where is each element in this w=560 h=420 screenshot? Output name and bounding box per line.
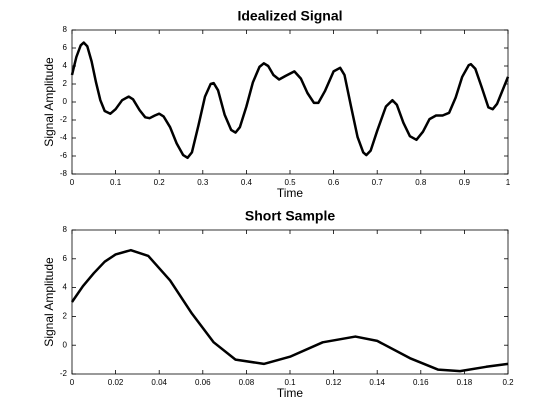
x-tick-label: 0.7: [372, 178, 384, 187]
x-tick-label: 0: [70, 178, 75, 187]
x-tick-label: 0.16: [413, 378, 429, 387]
y-tick-label: -4: [60, 133, 68, 142]
y-tick-label: -6: [60, 151, 68, 160]
x-tick-label: 0.9: [459, 178, 471, 187]
signal-line: [70, 41, 510, 160]
axes-box: [71, 29, 509, 175]
x-tick-label: 0.04: [151, 378, 167, 387]
signal-line: [70, 248, 509, 373]
x-tick-label: 0.6: [328, 178, 340, 187]
y-axis-label: Signal Amplitude: [42, 57, 56, 147]
y-tick-label: 0: [63, 97, 68, 106]
x-tick-label: 0.5: [284, 178, 296, 187]
chart-title: Idealized Signal: [237, 8, 342, 24]
x-tick-label: 0.1: [110, 178, 122, 187]
y-tick-label: -8: [60, 169, 68, 178]
x-tick-label: 0.02: [108, 378, 124, 387]
x-tick-label: 1: [506, 178, 511, 187]
y-tick-label: 2: [63, 312, 68, 321]
x-axis-label: Time: [277, 386, 304, 400]
x-tick-label: 0.12: [326, 378, 342, 387]
y-tick-label: 4: [63, 61, 68, 70]
x-tick-label: 0.08: [239, 378, 255, 387]
y-tick-label: 6: [63, 254, 68, 263]
y-tick-label: 8: [63, 25, 68, 34]
y-tick-label: 8: [63, 225, 68, 234]
x-tick-label: 0.18: [457, 378, 473, 387]
x-tick-label: 0.1: [284, 378, 296, 387]
x-axis-label: Time: [277, 186, 304, 200]
x-tick-label: 0.3: [197, 178, 209, 187]
y-tick-label: 4: [63, 283, 68, 292]
x-tick-label: 0.06: [195, 378, 211, 387]
chart-title: Short Sample: [245, 208, 335, 224]
y-tick-label: 0: [63, 340, 68, 349]
x-tick-label: 0.2: [154, 178, 166, 187]
y-tick-label: 2: [63, 79, 68, 88]
x-tick-label: 0.2: [502, 378, 514, 387]
x-tick-label: 0: [70, 378, 75, 387]
y-tick-label: 6: [63, 43, 68, 52]
x-tick-label: 0.8: [415, 178, 427, 187]
x-tick-label: 0.4: [241, 178, 253, 187]
y-axis-label: Signal Amplitude: [42, 257, 56, 347]
y-tick-label: -2: [60, 115, 68, 124]
y-tick-label: -2: [60, 369, 68, 378]
x-tick-label: 0.14: [369, 378, 385, 387]
